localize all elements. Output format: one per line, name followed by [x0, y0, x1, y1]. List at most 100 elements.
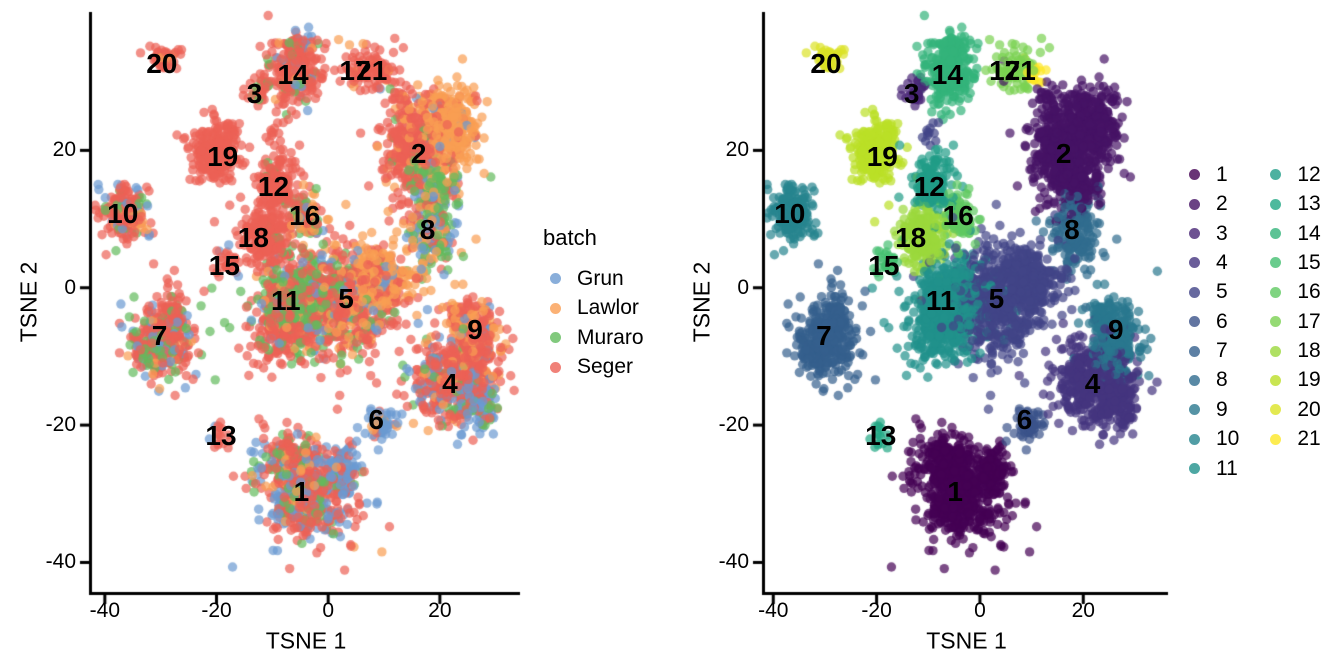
- batch-legend-items: Grun Lawlor Muraro Seger: [541, 264, 644, 382]
- panel2-cluster-label-20: 20: [810, 47, 842, 79]
- panel2-x-tick-20: 20: [1071, 599, 1095, 622]
- cluster-legend-item-20-label: 20: [1297, 397, 1321, 421]
- panel2-cluster-label-10: 10: [774, 197, 806, 229]
- batch-legend-item-seger-swatch-icon: [550, 361, 561, 373]
- panel2-cluster-label-16: 16: [942, 200, 974, 232]
- cluster-legend-item-10: 10: [1184, 425, 1239, 455]
- panel2-y-tick--20: -20: [718, 413, 749, 437]
- panel2-cluster-label-12: 12: [913, 171, 945, 203]
- panel1-y-axis-title: TSNE 2: [15, 261, 42, 343]
- panel2-cluster-label-3: 3: [903, 78, 920, 110]
- panel1-x-tick-20: 20: [428, 599, 452, 622]
- cluster-legend-item-20-swatch-icon: [1270, 404, 1282, 416]
- panel1-cluster-label-2: 2: [410, 137, 427, 169]
- cluster-legend-item-9-swatch-icon: [1189, 404, 1200, 416]
- cluster-legend-item-7: 7: [1184, 336, 1239, 366]
- panel1-cluster-label-7: 7: [151, 319, 168, 351]
- cluster-legend-item-13-label: 13: [1297, 192, 1321, 216]
- panel2-y-tick--40: -40: [718, 550, 749, 574]
- panel1-cluster-label-13: 13: [205, 420, 237, 452]
- batch-legend-item-lawlor-label: Lawlor: [577, 296, 639, 320]
- panel1-cluster-label-11: 11: [270, 285, 301, 317]
- batch-legend-title: batch: [543, 225, 597, 250]
- cluster-legend-item-1-label: 1: [1216, 162, 1228, 186]
- panel1-cluster-label-6: 6: [368, 403, 384, 435]
- cluster-legend-item-21-swatch-icon: [1270, 433, 1282, 445]
- cluster-legend-item-10-label: 10: [1216, 427, 1240, 451]
- cluster-legend-item-4-label: 4: [1216, 250, 1228, 274]
- panel2-cluster-label-8: 8: [1064, 214, 1080, 246]
- panel2-cluster-label-18: 18: [895, 222, 927, 254]
- cluster-legend-item-12-swatch-icon: [1270, 169, 1282, 181]
- batch-legend-item-grun-label: Grun: [577, 266, 624, 290]
- panel1-cluster-label-5: 5: [338, 282, 354, 314]
- cluster-legend-item-11: 11: [1184, 454, 1239, 484]
- batch-legend: batch Grun Lawlor Muraro Seger: [541, 226, 644, 382]
- panel1-cluster-label-17: 17: [339, 54, 371, 86]
- panel2-cluster-label-7: 7: [816, 319, 832, 351]
- cluster-legend-item-12-label: 12: [1297, 162, 1321, 186]
- panel1-cluster-label-4: 4: [442, 367, 458, 399]
- cluster-legend-item-3-swatch-icon: [1189, 228, 1200, 240]
- cluster-legend-item-15-label: 15: [1297, 250, 1321, 274]
- cluster-legend-item-6-swatch-icon: [1189, 316, 1200, 328]
- panel2-cluster-label-11: 11: [925, 285, 956, 317]
- panel2-cluster-label-1: 1: [947, 476, 963, 508]
- cluster-legend-item-11-swatch-icon: [1189, 463, 1200, 475]
- batch-legend-item-seger: Seger: [541, 353, 644, 383]
- panel2-y-tick-0: 0: [737, 275, 749, 299]
- panel2-cluster-label-17: 17: [989, 54, 1021, 86]
- panel1-cluster-label-8: 8: [419, 214, 436, 246]
- panel1-cluster-label-15: 15: [208, 249, 240, 281]
- cluster-legend-item-16-swatch-icon: [1270, 286, 1282, 298]
- batch-legend-item-muraro: Muraro: [541, 323, 644, 353]
- batch-legend-item-muraro-label: Muraro: [577, 325, 644, 349]
- cluster-legend-item-1-swatch-icon: [1189, 169, 1200, 181]
- cluster-legend-item-2: 2: [1184, 189, 1239, 219]
- cluster-legend-item-15-swatch-icon: [1270, 257, 1282, 269]
- cluster-legend-item-19-swatch-icon: [1270, 374, 1282, 386]
- panel1-cluster-label-12: 12: [257, 171, 290, 203]
- cluster-legend-item-5: 5: [1184, 278, 1239, 308]
- cluster-legend-item-4-swatch-icon: [1189, 257, 1200, 269]
- cluster-legend-item-17-label: 17: [1297, 309, 1321, 333]
- panel2-cluster-label-15: 15: [868, 249, 900, 281]
- panel2-cluster-label-13: 13: [865, 420, 897, 452]
- panel1-x-tick-0: 0: [322, 599, 335, 622]
- cluster-legend-item-8-swatch-icon: [1189, 374, 1200, 386]
- panel1-cluster-label-1: 1: [293, 476, 310, 508]
- cluster-legend-item-18-swatch-icon: [1270, 345, 1282, 357]
- panel1-cluster-label-3: 3: [246, 78, 263, 110]
- cluster-legend-item-9-label: 9: [1216, 397, 1228, 421]
- panel2-y-axis-title: TSNE 2: [688, 261, 715, 343]
- cluster-legend-item-19: 19: [1265, 366, 1321, 396]
- batch-legend-item-grun-swatch-icon: [550, 273, 561, 285]
- cluster-legend-item-3-label: 3: [1216, 221, 1228, 245]
- cluster-legend-item-18-label: 18: [1297, 339, 1321, 363]
- cluster-legend-item-11-label: 11: [1216, 456, 1238, 480]
- cluster-legend-item-8: 8: [1184, 366, 1239, 396]
- panel2-x-tick-0: 0: [974, 599, 986, 622]
- panel1-y-tick--20: -20: [45, 413, 76, 437]
- cluster-legend-item-8-label: 8: [1216, 368, 1228, 392]
- cluster-legend-item-20: 20: [1265, 395, 1321, 425]
- cluster-legend-item-9: 9: [1184, 395, 1239, 425]
- cluster-legend-item-15: 15: [1265, 248, 1321, 278]
- cluster-legend-item-5-label: 5: [1216, 280, 1228, 304]
- cluster-legend-item-5-swatch-icon: [1189, 286, 1200, 298]
- panel2-x-tick--20: -20: [861, 599, 892, 622]
- cluster-legend-items: 1 2 3 4 5 6 7 8 9 10 11 12 13 14 15 16 17 18 19 20 21: [1184, 160, 1321, 483]
- cluster-legend-item-2-label: 2: [1216, 192, 1228, 216]
- panel2-cluster-label-6: 6: [1016, 403, 1033, 435]
- cluster-legend-item-14: 14: [1265, 219, 1321, 249]
- panel1-cluster-label-19: 19: [207, 141, 239, 173]
- panel2-cluster-label-14: 14: [931, 58, 963, 90]
- panel1-x-tick--40: -40: [89, 599, 121, 622]
- cluster-legend-item-13-swatch-icon: [1270, 198, 1282, 210]
- cluster-legend-item-21-label: 21: [1297, 427, 1321, 451]
- cluster-legend-item-21: 21: [1265, 425, 1321, 455]
- cluster-legend-item-6-label: 6: [1216, 309, 1228, 333]
